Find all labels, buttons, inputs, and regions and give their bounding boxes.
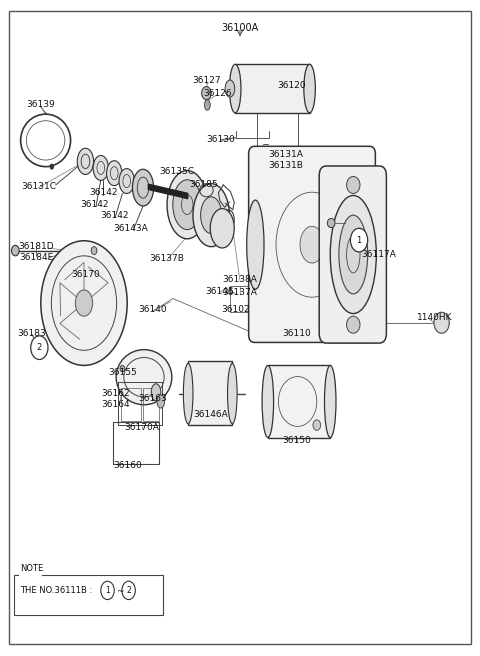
Text: 36142: 36142 [100, 211, 129, 220]
Bar [121, 388, 141, 421]
Ellipse shape [107, 161, 122, 186]
Ellipse shape [193, 184, 229, 247]
Bar [143, 388, 159, 421]
Ellipse shape [300, 226, 324, 263]
Text: 2: 2 [37, 343, 42, 352]
Text: 36120: 36120 [277, 81, 306, 90]
Ellipse shape [225, 80, 235, 97]
Text: NOTE: NOTE [20, 564, 43, 573]
Text: 36137A: 36137A [223, 288, 257, 297]
Text: 36140: 36140 [138, 305, 167, 314]
Ellipse shape [202, 87, 211, 100]
Text: 36100A: 36100A [221, 22, 259, 33]
Ellipse shape [262, 365, 274, 438]
Text: 36117A: 36117A [362, 250, 396, 259]
Ellipse shape [116, 350, 172, 405]
Text: 36137B: 36137B [150, 254, 184, 263]
Circle shape [101, 581, 114, 600]
Ellipse shape [327, 218, 335, 228]
Ellipse shape [313, 420, 321, 430]
Text: 36164: 36164 [101, 400, 130, 409]
Text: 2: 2 [126, 586, 131, 595]
Ellipse shape [41, 241, 127, 365]
Ellipse shape [201, 197, 222, 234]
Ellipse shape [119, 169, 134, 194]
Text: 36142: 36142 [89, 188, 118, 197]
Bar [235, 64, 310, 113]
Bar [19, 570, 42, 577]
Text: 1140HK: 1140HK [417, 313, 452, 322]
Ellipse shape [347, 176, 360, 194]
Ellipse shape [75, 290, 93, 316]
Text: 36162: 36162 [101, 389, 130, 398]
Text: 36146A: 36146A [193, 410, 228, 419]
Text: THE NO.36111B :: THE NO.36111B : [20, 586, 95, 595]
Ellipse shape [167, 171, 207, 239]
Circle shape [122, 581, 135, 600]
Text: 36102: 36102 [221, 305, 250, 314]
Text: 36142: 36142 [80, 200, 108, 209]
Text: 36183: 36183 [17, 329, 46, 338]
Text: 36135C: 36135C [159, 167, 194, 176]
Text: 36145: 36145 [205, 287, 234, 296]
Text: ~: ~ [116, 587, 124, 596]
Text: 36126: 36126 [203, 89, 232, 98]
Ellipse shape [77, 148, 94, 174]
Bar [268, 365, 330, 438]
Text: 36131A: 36131A [268, 150, 303, 159]
Text: 36150: 36150 [282, 436, 311, 445]
Circle shape [350, 228, 368, 252]
Ellipse shape [210, 209, 234, 248]
Bar [118, 382, 162, 425]
Ellipse shape [204, 100, 210, 110]
Text: 36185: 36185 [190, 180, 218, 190]
Text: 36130: 36130 [206, 134, 235, 144]
Ellipse shape [304, 64, 315, 113]
Ellipse shape [183, 363, 193, 424]
Ellipse shape [12, 245, 19, 256]
Text: 36110: 36110 [282, 329, 311, 338]
Text: 36127: 36127 [192, 75, 221, 85]
Ellipse shape [339, 215, 368, 294]
Text: 36143A: 36143A [113, 224, 148, 233]
Text: 36131C: 36131C [21, 182, 56, 191]
Bar [230, 286, 254, 312]
Text: 1: 1 [357, 236, 361, 245]
Text: 1: 1 [105, 586, 110, 595]
Text: 36131B: 36131B [268, 161, 303, 170]
Text: 36170: 36170 [71, 270, 100, 279]
Text: 36184E: 36184E [19, 253, 53, 262]
FancyBboxPatch shape [249, 146, 375, 342]
Ellipse shape [120, 365, 125, 372]
Ellipse shape [32, 340, 40, 352]
Text: 36138A: 36138A [223, 275, 257, 284]
Ellipse shape [247, 200, 264, 289]
Ellipse shape [228, 363, 237, 424]
Ellipse shape [229, 64, 241, 113]
Text: 36155: 36155 [108, 368, 137, 377]
Text: 36170A: 36170A [124, 423, 159, 432]
Bar [188, 361, 232, 425]
Ellipse shape [157, 395, 165, 408]
Ellipse shape [91, 247, 97, 255]
Text: 36163: 36163 [138, 394, 167, 403]
Ellipse shape [173, 180, 202, 230]
Text: 36139: 36139 [26, 100, 55, 110]
Circle shape [31, 336, 48, 359]
Ellipse shape [347, 316, 360, 333]
Bar [14, 575, 163, 615]
Ellipse shape [132, 169, 154, 206]
Ellipse shape [151, 384, 161, 401]
Text: 36181D: 36181D [18, 242, 54, 251]
Text: 36160: 36160 [113, 461, 142, 470]
Ellipse shape [361, 204, 376, 285]
Ellipse shape [330, 195, 376, 314]
Ellipse shape [324, 365, 336, 438]
Ellipse shape [50, 164, 54, 169]
Ellipse shape [93, 155, 108, 180]
Bar [113, 422, 159, 464]
FancyBboxPatch shape [319, 166, 386, 343]
Ellipse shape [434, 312, 449, 333]
